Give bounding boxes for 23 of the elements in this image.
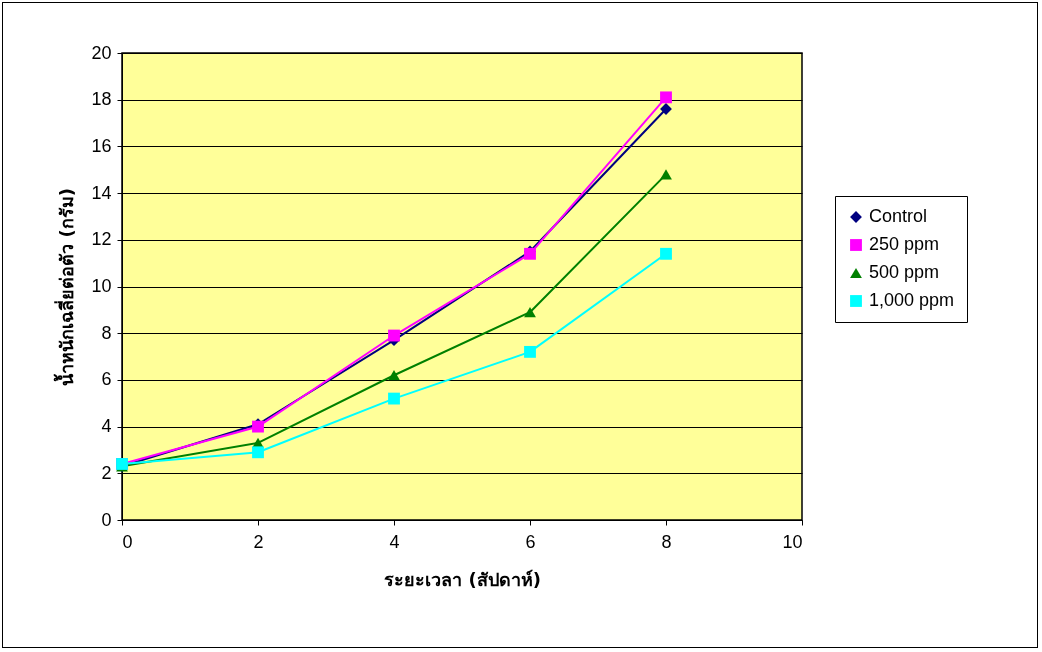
y-tick-label: 10	[91, 276, 112, 296]
legend-label: 1,000 ppm	[869, 290, 955, 310]
x-tick-label: 0	[122, 531, 133, 552]
y-tick-label: 14	[91, 182, 112, 203]
y-tick-label: 20	[91, 42, 112, 63]
x-axis-title: ระยะเวลา (สัปดาห์)	[384, 568, 541, 590]
y-tick-label: 2	[101, 462, 112, 483]
y-tick-label: 4	[101, 416, 112, 437]
legend-label: 250 ppm	[869, 234, 940, 254]
y-tick-label: 12	[91, 229, 112, 250]
x-tick-label: 8	[661, 531, 672, 552]
y-tick-label: 0	[101, 509, 112, 530]
x-tick-label: 2	[253, 531, 264, 552]
y-tick-label: 16	[91, 135, 112, 156]
y-tick-label: 6	[101, 369, 112, 390]
x-tick-label: 10	[782, 531, 803, 552]
x-tick-label: 4	[389, 531, 400, 552]
y-tick-label: 18	[91, 89, 112, 110]
legend-label: 500 ppm	[869, 262, 940, 282]
x-tick-label: 6	[525, 531, 536, 552]
legend-label: Control	[869, 206, 928, 226]
y-axis-title: น้ำหนักเฉลี่ยต่อตัว (กรัม)	[53, 188, 78, 386]
y-tick-label: 8	[101, 322, 112, 343]
